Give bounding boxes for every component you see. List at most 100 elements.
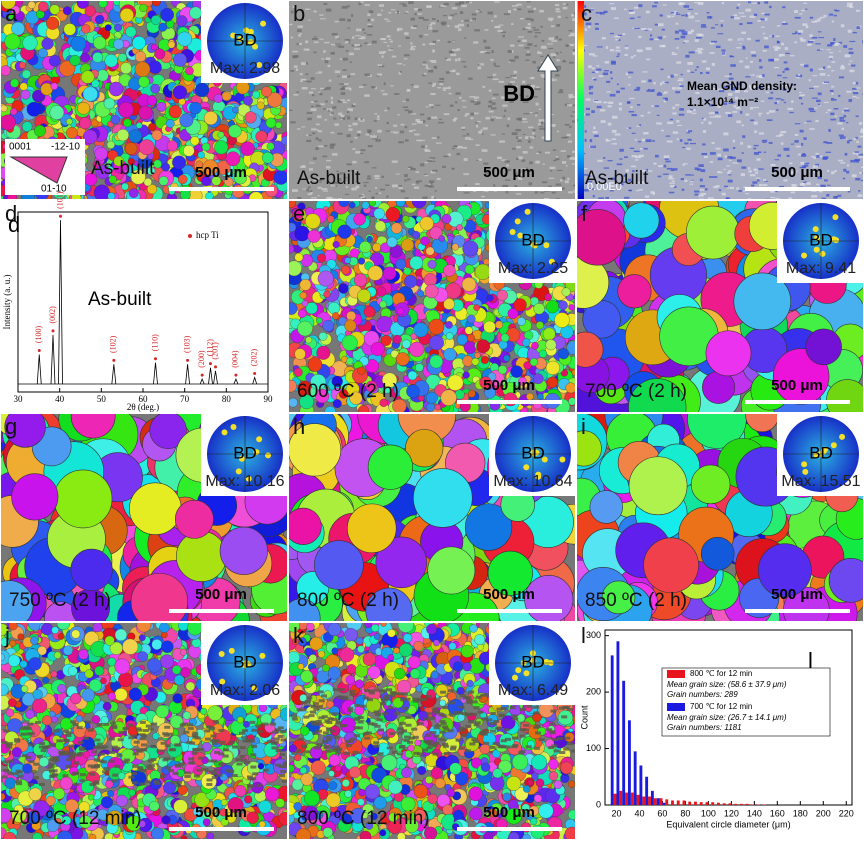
speck <box>640 28 647 31</box>
speck <box>773 46 779 48</box>
speck <box>855 177 861 181</box>
speck <box>322 108 326 110</box>
grain <box>172 155 186 170</box>
speck <box>436 177 441 181</box>
speck <box>596 65 600 67</box>
speck <box>439 83 444 86</box>
speck <box>419 34 423 38</box>
speck <box>307 179 311 182</box>
speck <box>782 22 788 25</box>
pole-spot <box>830 236 837 243</box>
speck <box>353 48 360 50</box>
speck <box>386 121 389 125</box>
speck <box>448 86 451 90</box>
speck <box>430 170 436 174</box>
speck <box>706 100 713 102</box>
grain <box>440 389 457 406</box>
speck <box>671 168 678 171</box>
speck <box>643 132 649 135</box>
speck <box>344 87 351 90</box>
speck <box>547 17 554 21</box>
speck <box>689 87 693 89</box>
grain <box>77 101 90 115</box>
speck <box>739 60 744 63</box>
speck <box>647 88 651 91</box>
speck <box>798 32 801 35</box>
grain <box>107 192 116 199</box>
speck <box>454 13 457 15</box>
speck <box>524 47 530 49</box>
grain <box>434 403 442 411</box>
speck <box>518 156 523 160</box>
speck <box>377 129 382 133</box>
speck <box>690 109 693 111</box>
speck <box>344 83 349 85</box>
speck <box>723 148 729 152</box>
speck <box>461 61 467 63</box>
grain <box>558 300 568 310</box>
speck <box>709 16 713 19</box>
speck <box>778 53 782 57</box>
speck <box>463 158 468 161</box>
speck <box>522 28 529 30</box>
speck <box>331 33 338 36</box>
speck <box>572 150 575 153</box>
speck <box>562 3 567 5</box>
grain <box>154 48 166 60</box>
pole-axis-label: BD <box>521 230 545 249</box>
speck <box>685 174 692 176</box>
speck <box>424 34 429 36</box>
speck <box>474 103 480 106</box>
grain <box>357 257 366 265</box>
speck <box>475 183 480 185</box>
speck <box>513 8 518 11</box>
grain <box>147 166 156 176</box>
speck <box>505 76 511 79</box>
speck <box>428 104 434 107</box>
speck <box>723 168 726 170</box>
speck <box>627 101 631 104</box>
speck <box>820 184 826 188</box>
speck <box>371 40 377 44</box>
speck <box>770 164 776 166</box>
speck <box>799 37 803 40</box>
speck <box>693 109 696 112</box>
speck <box>515 87 518 91</box>
speck <box>665 135 671 137</box>
speck <box>591 71 596 74</box>
grain <box>166 140 178 152</box>
speck <box>769 189 776 193</box>
grain <box>327 301 341 315</box>
speck <box>375 186 378 189</box>
speck <box>667 121 674 125</box>
pole-axis-label: BD <box>233 30 257 49</box>
speck <box>445 71 450 74</box>
grain <box>451 243 459 251</box>
pole-spot <box>237 35 244 42</box>
speck <box>513 76 517 79</box>
grain <box>522 338 531 347</box>
speck <box>548 37 555 41</box>
speck <box>484 46 491 49</box>
speck <box>670 74 674 78</box>
speck <box>847 29 852 33</box>
speck <box>527 10 534 13</box>
speck <box>753 144 759 147</box>
speck <box>717 105 721 108</box>
speck <box>815 119 819 123</box>
speck <box>828 128 831 132</box>
speck <box>519 93 524 96</box>
grain <box>376 286 387 297</box>
grain <box>341 334 358 351</box>
speck <box>535 160 540 164</box>
speck <box>858 153 863 156</box>
speck <box>331 43 336 46</box>
speck <box>371 196 375 199</box>
speck <box>630 106 633 109</box>
speck <box>753 147 757 150</box>
grain <box>425 391 438 404</box>
speck <box>690 142 696 145</box>
speck <box>371 86 376 89</box>
speck <box>612 129 617 133</box>
